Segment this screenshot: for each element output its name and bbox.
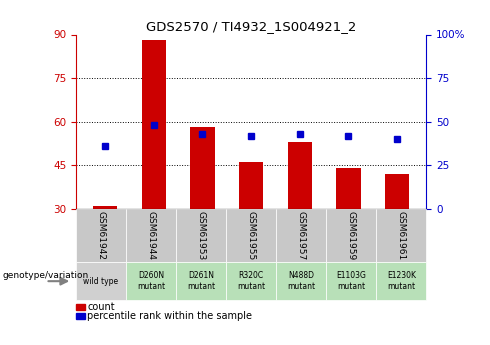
Bar	[288, 142, 312, 209]
Bar	[93, 206, 117, 209]
Text: GSM61961: GSM61961	[397, 211, 406, 260]
Text: D260N
mutant: D260N mutant	[137, 272, 165, 291]
Text: GSM61942: GSM61942	[97, 211, 105, 260]
Text: N488D
mutant: N488D mutant	[287, 272, 315, 291]
Text: GSM61953: GSM61953	[196, 211, 206, 260]
Title: GDS2570 / TI4932_1S004921_2: GDS2570 / TI4932_1S004921_2	[146, 20, 356, 33]
Text: E1103G
mutant: E1103G mutant	[336, 272, 366, 291]
Text: GSM61959: GSM61959	[347, 211, 356, 260]
Text: percentile rank within the sample: percentile rank within the sample	[87, 312, 252, 321]
Text: D261N
mutant: D261N mutant	[187, 272, 215, 291]
Bar	[239, 162, 263, 209]
Text: GSM61955: GSM61955	[246, 211, 256, 260]
Text: R320C
mutant: R320C mutant	[237, 272, 265, 291]
Bar	[190, 127, 215, 209]
Text: genotype/variation: genotype/variation	[2, 272, 89, 280]
Text: GSM61957: GSM61957	[296, 211, 306, 260]
Bar	[142, 40, 166, 209]
Bar	[385, 174, 409, 209]
Text: count: count	[87, 302, 115, 312]
Text: wild type: wild type	[83, 277, 119, 286]
Text: E1230K
mutant: E1230K mutant	[387, 272, 416, 291]
Text: GSM61944: GSM61944	[147, 211, 155, 260]
Bar	[336, 168, 361, 209]
